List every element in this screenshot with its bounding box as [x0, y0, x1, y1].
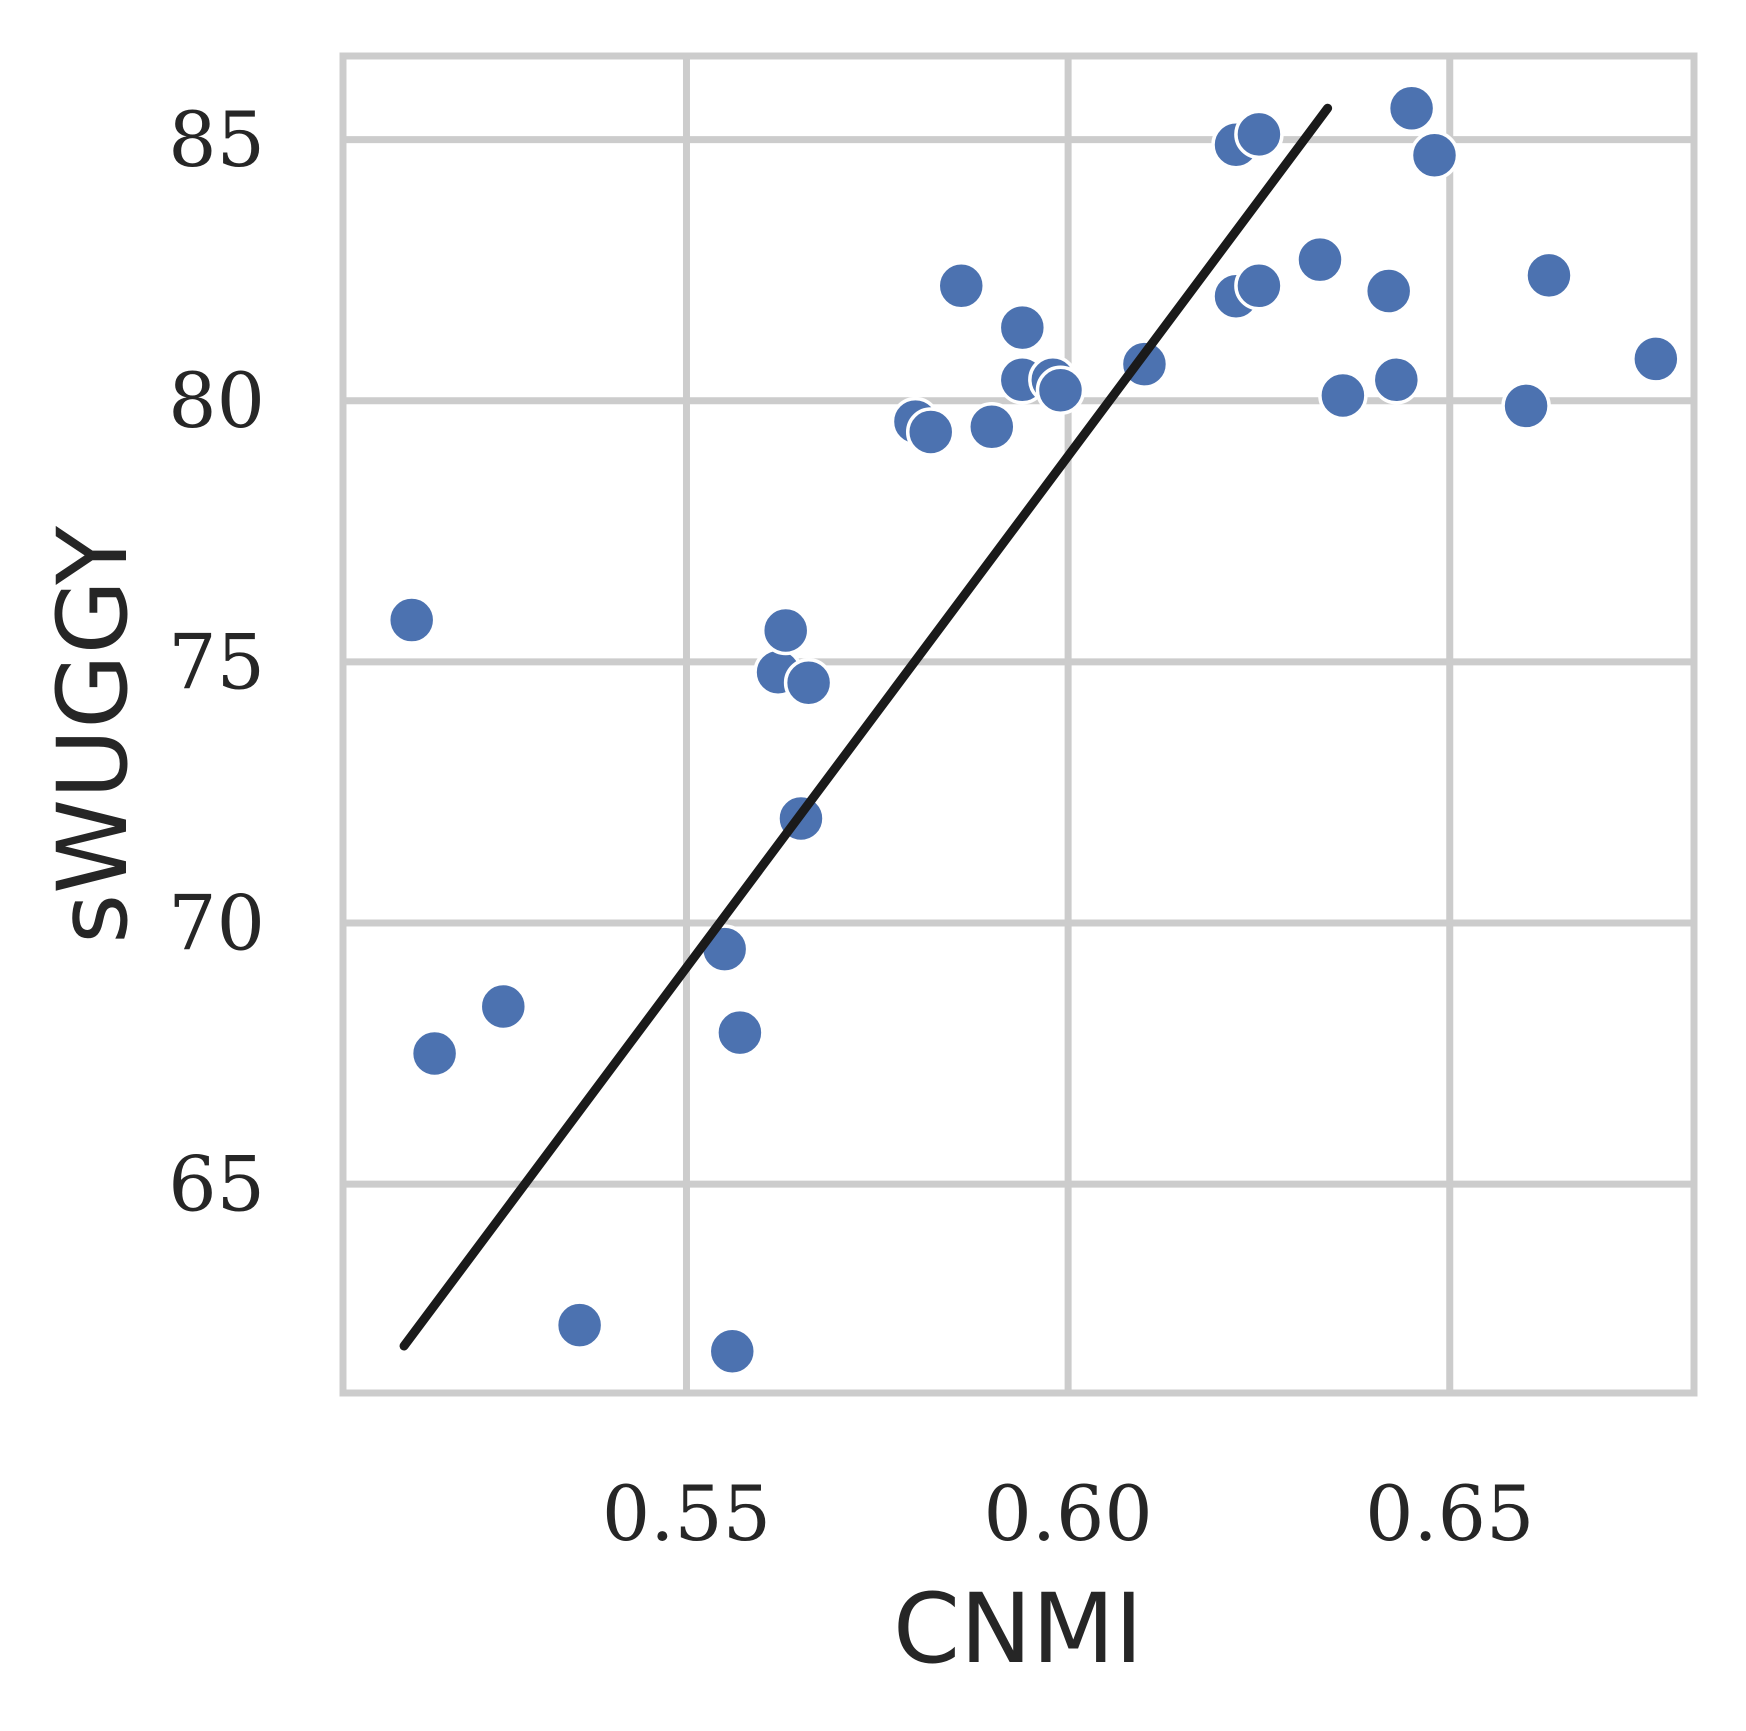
data-point	[1386, 83, 1437, 133]
data-point	[1035, 365, 1086, 415]
data-points	[386, 83, 1681, 1376]
data-point	[707, 1326, 758, 1376]
data-point	[1363, 266, 1414, 316]
plot-frame	[339, 52, 1698, 1397]
x-gridlines	[682, 56, 1454, 1393]
y-tick-label: 85	[168, 95, 265, 184]
data-point	[1501, 381, 1551, 431]
plot-area	[343, 56, 1694, 1393]
data-point	[1631, 334, 1681, 384]
y-tick-label: 75	[168, 617, 265, 706]
data-point	[1295, 234, 1345, 285]
x-tick-label: 0.65	[1365, 1469, 1534, 1558]
data-point	[783, 657, 834, 708]
data-point	[715, 1007, 765, 1058]
y-tick-labels: 65 70 75 80 85	[168, 95, 265, 1229]
data-point	[1234, 109, 1284, 160]
y-axis-label: sWUGGY	[37, 526, 149, 944]
y-tick-label: 65	[168, 1140, 265, 1229]
data-point	[478, 981, 529, 1032]
data-point	[936, 261, 987, 311]
y-tick-label: 70	[168, 878, 265, 967]
data-point	[409, 1028, 460, 1079]
x-tick-label: 0.60	[984, 1469, 1153, 1558]
x-axis-label: CNMI	[893, 1573, 1143, 1685]
data-point	[760, 605, 811, 656]
data-point	[1234, 261, 1284, 311]
data-point	[905, 407, 956, 457]
data-point	[997, 302, 1048, 353]
y-tick-label: 80	[168, 356, 265, 445]
trend-line	[399, 103, 1333, 1351]
x-tick-label: 0.55	[602, 1469, 771, 1558]
x-tick-labels: 0.55 0.60 0.65	[602, 1469, 1534, 1558]
data-point	[1409, 130, 1460, 180]
data-point	[386, 595, 437, 645]
data-point	[1318, 370, 1368, 421]
data-point	[1524, 250, 1574, 301]
data-point	[554, 1300, 605, 1350]
data-point	[967, 402, 1017, 452]
data-point	[1371, 355, 1422, 405]
